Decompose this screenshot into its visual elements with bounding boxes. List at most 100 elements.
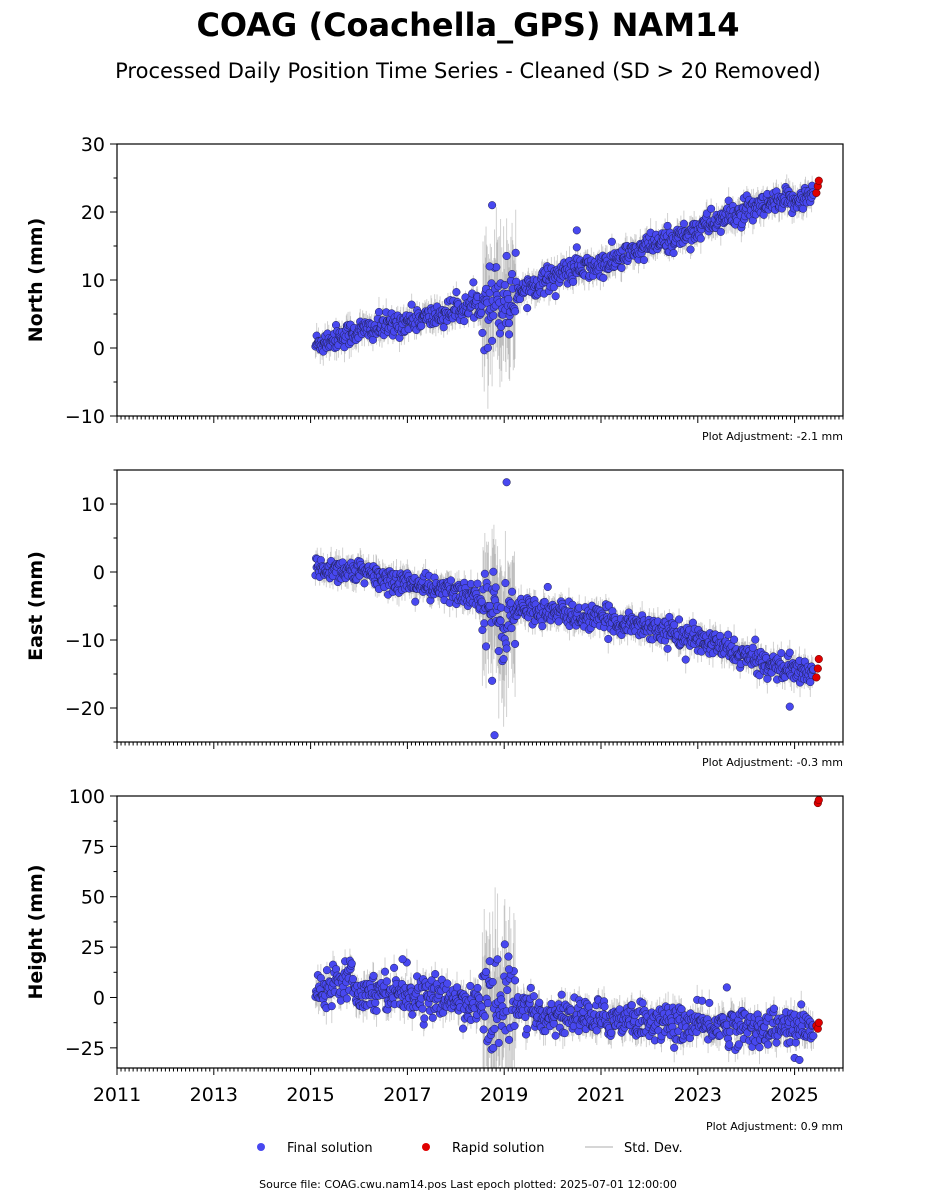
panels-group: −10 0 10 20 30 North (mm) Plot Adjustment: -2.…	[25, 134, 844, 1133]
rapid-point	[814, 176, 823, 185]
final-point	[475, 994, 484, 1003]
final-point	[417, 321, 426, 330]
final-point	[724, 630, 733, 639]
final-point	[724, 196, 733, 205]
final-point	[751, 635, 760, 644]
final-point	[541, 1027, 550, 1036]
x-ticks	[116, 416, 844, 423]
y-tick-label: 10	[81, 494, 105, 516]
y-tick-label: 20	[81, 202, 105, 224]
final-point	[763, 674, 772, 683]
outlier-point	[543, 582, 552, 592]
final-point	[707, 204, 716, 213]
final-point	[503, 986, 512, 995]
final-point	[681, 655, 690, 664]
final-point	[460, 317, 469, 326]
final-points	[311, 478, 823, 740]
outlier-point	[488, 676, 497, 685]
stddev-bars	[314, 524, 814, 727]
final-point	[511, 976, 520, 985]
y-tick-label: −20	[65, 698, 105, 720]
final-point	[560, 1029, 569, 1038]
final-point	[478, 625, 487, 635]
final-point	[372, 1006, 381, 1015]
final-point	[607, 237, 616, 246]
final-point	[480, 1012, 489, 1021]
final-point	[371, 998, 380, 1007]
rapid-point	[813, 664, 822, 673]
final-point	[549, 283, 558, 292]
outlier-point	[502, 478, 511, 487]
final-point	[473, 983, 482, 993]
final-point	[380, 967, 390, 976]
final-points	[311, 796, 823, 1082]
final-point	[670, 620, 679, 629]
outlier-point	[572, 243, 581, 252]
final-point	[496, 616, 505, 625]
panel-data	[311, 796, 823, 1082]
final-point	[502, 251, 511, 261]
final-point	[408, 1010, 417, 1019]
final-point	[497, 995, 506, 1004]
final-point	[327, 1002, 336, 1011]
final-point	[478, 328, 487, 337]
y-tick-label: 0	[93, 562, 105, 584]
y-ticks: −20 −10 0 10	[65, 469, 117, 743]
outlier-point	[490, 731, 499, 740]
final-point	[777, 649, 786, 658]
final-points	[311, 176, 823, 356]
final-point	[785, 648, 794, 657]
final-point	[568, 600, 577, 609]
final-point	[482, 967, 491, 976]
final-point	[477, 597, 486, 606]
final-point	[557, 990, 566, 999]
panel-2: −20 −10 0 10 East (mm) Plot Adjustment: -0.3 …	[25, 469, 844, 769]
y-tick-label: 10	[81, 270, 105, 292]
final-point	[538, 622, 547, 631]
final-point	[686, 245, 695, 254]
final-point	[511, 248, 520, 257]
final-point	[674, 615, 684, 624]
chart-title: COAG (Coachella_GPS) NAM14	[196, 6, 739, 44]
final-point	[459, 1024, 468, 1033]
final-point	[488, 978, 497, 987]
panel-3: 2011 2013 2015 2017 2019 2021 2023 2025−2502550…	[25, 786, 844, 1133]
final-point	[480, 619, 489, 628]
final-point	[617, 263, 626, 272]
final-point	[508, 269, 517, 279]
final-point	[439, 323, 448, 332]
final-point	[407, 300, 416, 309]
final-point	[551, 292, 560, 301]
final-point	[669, 249, 678, 258]
panel-data	[311, 174, 823, 409]
final-point	[504, 319, 514, 328]
final-point	[418, 1004, 427, 1013]
final-point	[730, 635, 739, 644]
y-tick-label: 30	[81, 134, 105, 156]
final-point	[511, 639, 520, 648]
final-point	[473, 579, 482, 588]
final-point	[679, 219, 688, 228]
final-point	[485, 601, 494, 610]
rapid-point	[814, 654, 823, 664]
final-point	[374, 307, 384, 317]
final-point	[499, 655, 508, 664]
panel-data	[311, 478, 823, 740]
final-point	[342, 994, 351, 1003]
final-point	[748, 643, 757, 652]
final-point	[501, 578, 510, 588]
plot-adjustment: Plot Adjustment: -0.3 mm	[702, 756, 843, 769]
final-point	[494, 646, 503, 656]
final-point	[504, 1074, 512, 1082]
outlier-point	[485, 262, 494, 271]
final-point	[604, 601, 613, 610]
final-point	[493, 955, 502, 964]
final-point	[490, 1024, 499, 1033]
final-point	[480, 569, 489, 578]
final-point	[420, 1014, 429, 1023]
y-tick-label: 0	[93, 338, 105, 360]
final-point	[663, 221, 672, 230]
outlier-point	[488, 201, 497, 210]
final-point	[510, 1021, 519, 1030]
